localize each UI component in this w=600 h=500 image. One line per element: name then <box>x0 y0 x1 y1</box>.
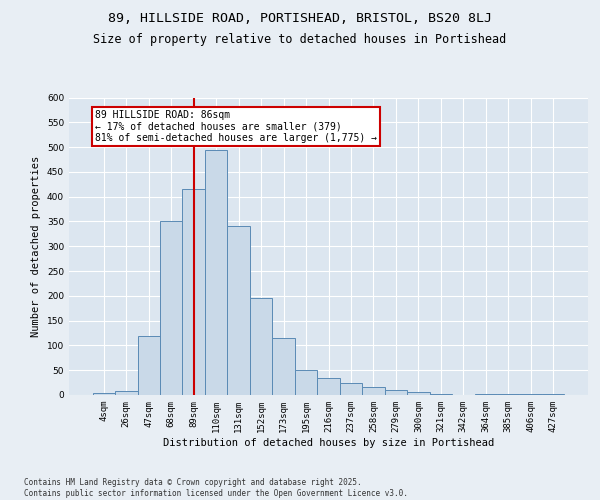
Text: 89, HILLSIDE ROAD, PORTISHEAD, BRISTOL, BS20 8LJ: 89, HILLSIDE ROAD, PORTISHEAD, BRISTOL, … <box>108 12 492 26</box>
Bar <box>430 394 452 395</box>
Bar <box>520 394 542 395</box>
Bar <box>542 394 565 395</box>
Bar <box>407 392 430 395</box>
Bar <box>295 370 317 395</box>
Bar <box>385 390 407 395</box>
Bar <box>137 336 160 395</box>
Bar <box>160 222 182 395</box>
Bar <box>317 378 340 395</box>
Bar <box>227 226 250 395</box>
Text: 89 HILLSIDE ROAD: 86sqm
← 17% of detached houses are smaller (379)
81% of semi-d: 89 HILLSIDE ROAD: 86sqm ← 17% of detache… <box>95 110 377 143</box>
Bar <box>182 189 205 395</box>
Bar <box>362 387 385 395</box>
Bar <box>340 382 362 395</box>
Bar <box>205 150 227 395</box>
Text: Contains HM Land Registry data © Crown copyright and database right 2025.
Contai: Contains HM Land Registry data © Crown c… <box>24 478 408 498</box>
Bar <box>92 392 115 395</box>
Text: Size of property relative to detached houses in Portishead: Size of property relative to detached ho… <box>94 32 506 46</box>
Bar <box>497 394 520 395</box>
Bar <box>115 391 137 395</box>
Y-axis label: Number of detached properties: Number of detached properties <box>31 156 41 337</box>
Bar <box>250 298 272 395</box>
Bar <box>272 338 295 395</box>
Bar <box>475 394 497 395</box>
X-axis label: Distribution of detached houses by size in Portishead: Distribution of detached houses by size … <box>163 438 494 448</box>
